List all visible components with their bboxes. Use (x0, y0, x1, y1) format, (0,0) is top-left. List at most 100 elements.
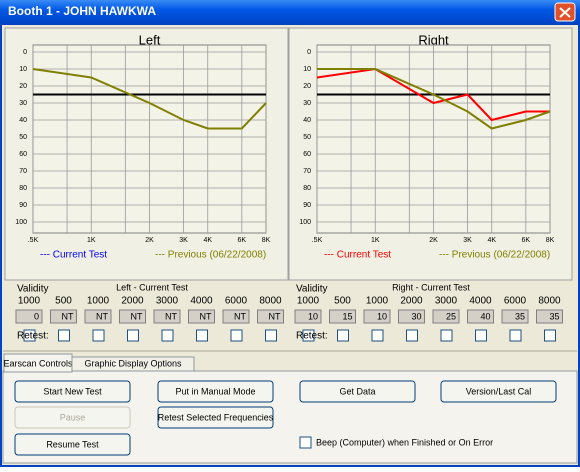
button[interactable] (157, 406, 274, 429)
value-text: NT (234, 311, 246, 321)
retest-checkbox[interactable] (371, 329, 384, 342)
retest-checkbox[interactable] (302, 329, 315, 342)
legend-entry: --- Current Test (40, 250, 107, 261)
y-tick-label: 30 (19, 100, 27, 107)
retest-checkbox[interactable] (161, 329, 174, 342)
button-label: Pause (60, 412, 86, 422)
frequency-label: 1000 (87, 296, 110, 307)
series-line (317, 68, 551, 130)
y-tick-label: 50 (303, 134, 311, 141)
beep-checkbox[interactable] (299, 436, 312, 449)
retest-label: Retest: (17, 331, 49, 342)
retest-checkbox[interactable] (92, 329, 105, 342)
retest-checkbox[interactable] (23, 329, 36, 342)
value-text: NT (96, 311, 108, 321)
y-tick-label: 10 (303, 66, 311, 73)
button[interactable] (299, 380, 416, 403)
value-field (536, 309, 563, 324)
value-field (84, 309, 112, 324)
retest-checkbox[interactable] (265, 329, 277, 342)
y-tick-label: 40 (303, 117, 311, 124)
value-field (222, 309, 250, 324)
value-field (257, 309, 284, 324)
value-text: NT (269, 311, 281, 321)
x-tick-label: 2K (145, 237, 154, 244)
value-text: NT (131, 311, 143, 321)
button[interactable] (157, 380, 274, 403)
retest-label: Retest: (296, 331, 328, 342)
frequency-label: 3000 (156, 296, 179, 307)
retest-checkbox[interactable] (230, 329, 243, 342)
value-field (432, 309, 460, 324)
frequency-label: 1000 (297, 296, 320, 307)
y-tick-label: 50 (19, 134, 27, 141)
button-label: Resume Test (46, 439, 99, 449)
retest-checkbox[interactable] (196, 329, 208, 342)
value-text: 40 (480, 311, 490, 321)
frequency-label: 6000 (225, 296, 248, 307)
value-text: 10 (377, 311, 387, 321)
x-tick-label: 4K (203, 237, 212, 244)
x-tick-label: 8K (546, 237, 555, 244)
value-field (467, 309, 494, 324)
value-field (294, 309, 322, 324)
value-field (50, 309, 77, 324)
y-tick-label: 90 (19, 202, 27, 209)
frequency-label: 8000 (259, 296, 282, 307)
value-field (501, 309, 529, 324)
y-tick-label: 100 (15, 219, 27, 226)
y-tick-label: 0 (23, 49, 27, 56)
chart-title: Right (418, 32, 449, 47)
y-tick-label: 20 (19, 83, 27, 90)
frequency-label: 1000 (18, 296, 41, 307)
value-field (363, 309, 391, 324)
value-field (153, 309, 181, 324)
frequency-label: 3000 (435, 296, 458, 307)
tab[interactable] (71, 356, 195, 372)
frequency-label: 2000 (121, 296, 144, 307)
retest-checkbox[interactable] (337, 329, 349, 342)
retest-checkbox[interactable] (127, 329, 139, 342)
validity-label: Validity (17, 284, 49, 295)
value-text: 0 (34, 311, 39, 321)
retest-checkbox[interactable] (509, 329, 522, 342)
frequency-label: 500 (55, 296, 72, 307)
series-line (32, 68, 267, 130)
retest-checkbox[interactable] (544, 329, 556, 342)
y-tick-label: 70 (303, 168, 311, 175)
value-field (188, 309, 215, 324)
y-tick-label: 20 (303, 83, 311, 90)
frequency-label: 4000 (469, 296, 492, 307)
frequency-label: 6000 (504, 296, 527, 307)
retest-checkbox[interactable] (475, 329, 487, 342)
validity-label: Validity (296, 284, 328, 295)
x-tick-label: 6K (522, 237, 531, 244)
x-tick-label: 4K (487, 237, 496, 244)
y-tick-label: 60 (303, 151, 311, 158)
frequency-label: 1000 (366, 296, 389, 307)
value-field (329, 309, 356, 324)
value-text: NT (165, 311, 177, 321)
x-tick-label: 2K (429, 237, 438, 244)
x-tick-label: 3K (179, 237, 188, 244)
value-field (119, 309, 146, 324)
tab-label: Earscan Controls (3, 358, 73, 368)
y-tick-label: 70 (19, 168, 27, 175)
button[interactable] (14, 433, 131, 456)
y-tick-label: 30 (303, 100, 311, 107)
retest-checkbox[interactable] (406, 329, 418, 342)
y-tick-label: 90 (303, 202, 311, 209)
value-text: NT (200, 311, 212, 321)
window-frame (0, 23, 580, 467)
y-tick-label: 100 (299, 219, 311, 226)
tab-label: Graphic Display Options (84, 358, 182, 368)
button[interactable] (14, 380, 131, 403)
retest-checkbox[interactable] (58, 329, 70, 342)
button[interactable] (440, 380, 557, 403)
x-tick-label: 6K (238, 237, 247, 244)
button-label: Start New Test (43, 386, 102, 396)
retest-checkbox[interactable] (440, 329, 453, 342)
validity-heading: Right - Current Test (392, 282, 470, 292)
legend-entry: --- Previous (06/22/2008) (155, 250, 266, 261)
value-text: NT (62, 311, 74, 321)
